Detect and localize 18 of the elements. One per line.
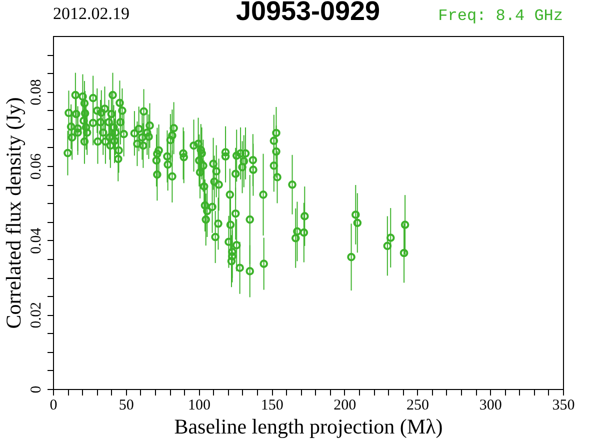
x-tick-label: 250 <box>406 398 430 414</box>
x-tick-label: 350 <box>552 398 575 414</box>
text: Freq: 8.4 GHz <box>438 7 563 25</box>
y-tick-label: 0.06 <box>28 152 44 180</box>
x-axis-title: Baseline length projection (Mλ) <box>174 414 443 438</box>
x-tick-label: 300 <box>479 398 502 414</box>
x-tick-label: 150 <box>260 398 284 414</box>
chart-title: J0953-0929 <box>236 0 380 26</box>
y-axis-title: Correlated flux density (Jy) <box>2 97 26 329</box>
y-tick-label: 0.08 <box>28 79 44 106</box>
x-tick-label: 50 <box>118 398 134 414</box>
x-tick-label: 100 <box>188 398 210 414</box>
y-tick-label: 0.04 <box>28 227 44 254</box>
x-tick-label: 200 <box>334 398 356 414</box>
text: 2012.02.19 <box>53 4 130 23</box>
x-tick-label: 0 <box>50 398 58 414</box>
y-tick-label: 0.02 <box>28 302 44 328</box>
y-tick-label: 0 <box>28 386 44 394</box>
